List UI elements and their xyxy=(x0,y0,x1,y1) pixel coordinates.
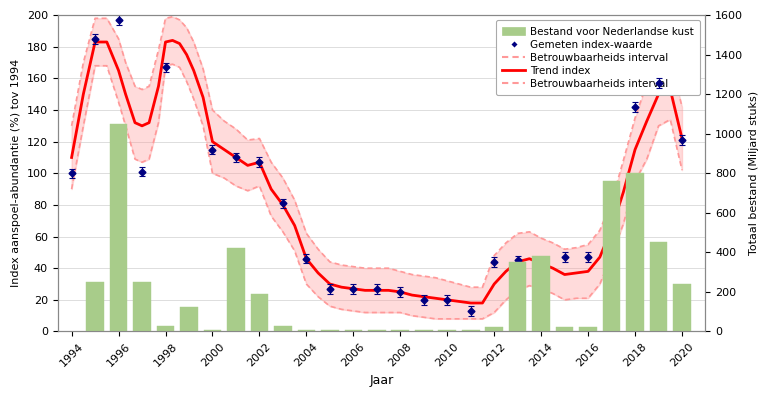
Bar xyxy=(321,330,339,332)
Bar xyxy=(579,326,597,332)
Bar xyxy=(415,330,433,332)
Bar xyxy=(203,330,221,332)
Bar xyxy=(603,181,621,332)
Bar xyxy=(297,330,315,332)
Bar xyxy=(462,330,480,332)
Bar xyxy=(391,330,409,332)
Y-axis label: Totaal bestand (Miljard stuks): Totaal bestand (Miljard stuks) xyxy=(749,91,759,256)
Bar xyxy=(556,326,574,332)
Bar xyxy=(532,256,550,332)
X-axis label: Jaar: Jaar xyxy=(370,374,393,387)
Legend: Bestand voor Nederlandse kust, Gemeten index-waarde, Betrouwbaarheids interval, : Bestand voor Nederlandse kust, Gemeten i… xyxy=(496,20,700,95)
Y-axis label: Index aanspoel-abundantie (%) tov 1994: Index aanspoel-abundantie (%) tov 1994 xyxy=(11,59,21,287)
Bar xyxy=(368,330,386,332)
Bar xyxy=(86,282,104,332)
Bar xyxy=(180,307,198,332)
Bar xyxy=(227,248,245,332)
Bar xyxy=(626,173,644,332)
Bar xyxy=(650,242,668,332)
Bar xyxy=(157,326,174,332)
Bar xyxy=(133,282,151,332)
Bar xyxy=(485,326,503,332)
Bar xyxy=(673,284,691,332)
Bar xyxy=(110,124,127,332)
Bar xyxy=(250,294,268,332)
Bar xyxy=(344,330,362,332)
Bar xyxy=(274,326,292,332)
Bar xyxy=(438,330,456,332)
Bar xyxy=(509,262,527,332)
